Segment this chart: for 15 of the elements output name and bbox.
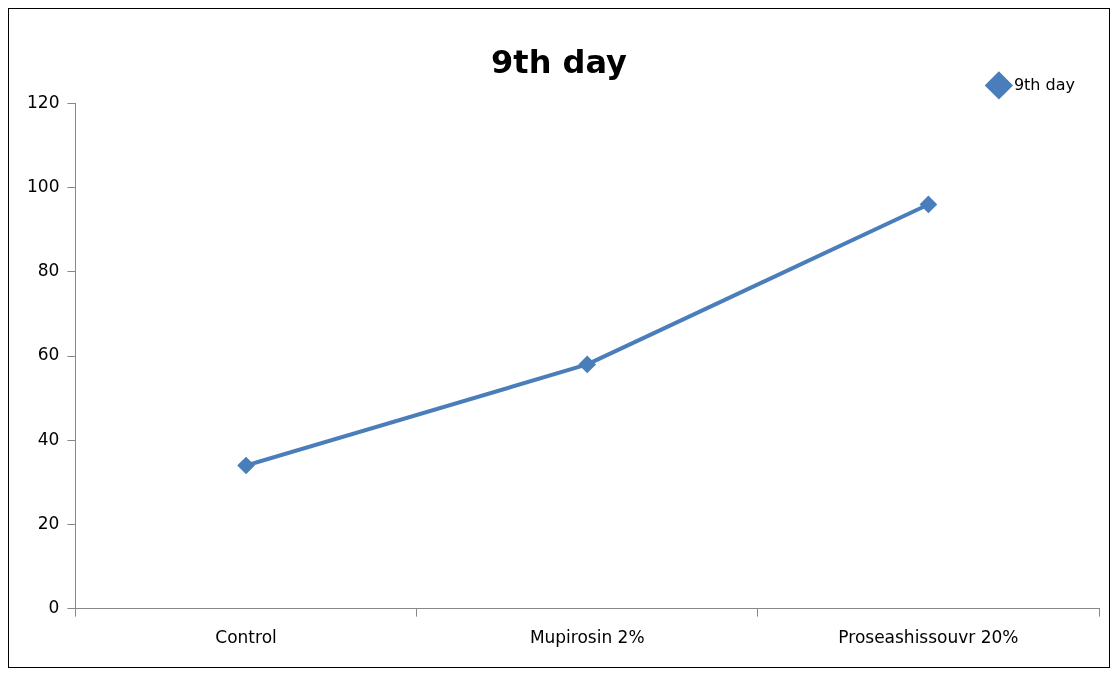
chart-title: 9th day <box>491 42 628 81</box>
y-tick-label: 40 <box>37 428 60 449</box>
x-tick-label: Control <box>215 627 277 648</box>
x-tick-label: Mupirosin 2% <box>529 627 645 648</box>
y-tick-label: 60 <box>37 344 60 365</box>
y-tick-label: 120 <box>26 91 60 112</box>
y-tick-label: 80 <box>37 260 60 281</box>
y-tick-label: 100 <box>26 176 60 197</box>
y-tick-label: 0 <box>48 597 60 618</box>
legend-label: 9th day <box>1013 74 1075 94</box>
point <box>920 196 937 213</box>
point <box>579 356 596 373</box>
y-tick-label: 20 <box>37 512 60 533</box>
x-tick-label: Proseashissouvr 20% <box>838 627 1019 648</box>
point <box>238 457 255 474</box>
